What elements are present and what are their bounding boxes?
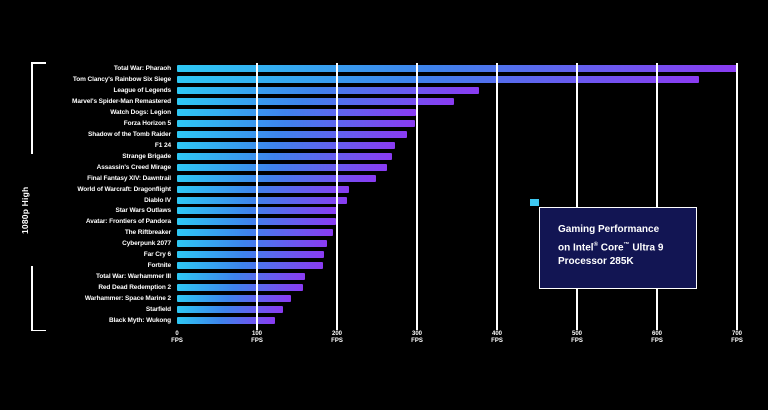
bar [177, 185, 349, 193]
bar-label: Avatar: Frontiers of Pandora [85, 218, 171, 226]
gridline [736, 63, 738, 330]
gridline [256, 63, 258, 330]
bar-label: Assassin's Creed Mirage [96, 163, 172, 171]
bar-label: Diablo IV [144, 196, 171, 204]
bar-label: Final Fantasy XIV: Dawntrail [87, 174, 171, 182]
bar [177, 163, 388, 171]
bar [177, 108, 417, 116]
bar-label: Warhammer: Space Marine 2 [84, 295, 171, 303]
x-axis-tick-label: 600 FPS [651, 331, 663, 344]
bar [177, 97, 454, 105]
x-axis-tick-label: 200 FPS [331, 331, 343, 344]
legend-swatch [530, 199, 539, 206]
x-axis-tick-label: 300 FPS [411, 331, 423, 344]
bar-label: Fortnite [147, 262, 172, 270]
gridline [416, 63, 418, 330]
x-axis-tick-label: 100 FPS [251, 331, 263, 344]
bar-label: Watch Dogs: Legion [110, 108, 171, 116]
bar [177, 196, 347, 204]
bar [177, 240, 328, 248]
bar [177, 152, 393, 160]
bar [177, 75, 700, 83]
bar [177, 273, 305, 281]
x-axis-tick-label: 400 FPS [491, 331, 503, 344]
bar [177, 174, 377, 182]
bracket-top-line [31, 62, 33, 154]
bar-label: Cyberpunk 2077 [122, 240, 171, 248]
bar [177, 295, 292, 303]
bar [177, 284, 303, 292]
bar-label: World of Warcraft: Dragonflight [77, 185, 171, 193]
trademark-mark: ™ [623, 241, 630, 248]
bar [177, 65, 737, 72]
bar [177, 251, 325, 259]
bar-label: The Riftbreaker [124, 229, 171, 237]
bar-label: Forza Horizon 5 [123, 119, 171, 127]
bracket-bottom-line [31, 266, 33, 331]
bar [177, 86, 480, 94]
legend-line-2: on Intel® Core™ Ultra 9 [558, 241, 664, 253]
legend-line-1: Gaming Performance [558, 224, 660, 235]
bar-label: Tom Clancy's Rainbow Six Siege [72, 75, 171, 83]
bar-label: Total War: Warhammer III [95, 273, 171, 281]
gridline [576, 63, 578, 330]
legend-line-3: Processor 285K [558, 256, 634, 268]
bracket-bottom-arm [31, 329, 46, 331]
bar [177, 306, 284, 314]
bar-label: League of Legends [113, 86, 171, 94]
bar-label: Shadow of the Tomb Raider [88, 130, 171, 138]
bar-label: Far Cry 6 [143, 251, 171, 259]
registered-mark: ® [593, 241, 598, 248]
bar-label: F1 24 [154, 141, 171, 149]
bar-label: Starfield [145, 306, 171, 314]
bar [177, 262, 323, 270]
bar-label: Star Wars Outlaws [115, 207, 172, 215]
bar [177, 141, 396, 149]
bar [177, 119, 415, 127]
bracket-top-arm [31, 62, 46, 64]
bar [177, 130, 407, 138]
bar-label: Total War: Pharaoh [113, 65, 171, 72]
bar [177, 229, 333, 237]
bar-label: Strange Brigade [122, 152, 171, 160]
bar-label: Marvel's Spider-Man Remastered [72, 97, 171, 105]
x-axis-tick-label: 700 FPS [731, 331, 743, 344]
gridline [336, 63, 338, 330]
gridline [496, 63, 498, 330]
legend-box: Gaming Performance on Intel® Core™ Ultra… [539, 207, 697, 289]
x-axis-tick-label: 0 FPS [171, 331, 183, 344]
bar [177, 317, 275, 325]
gridline [656, 63, 658, 330]
bar-label: Black Myth: Wukong [108, 317, 171, 325]
bar-label: Red Dead Redemption 2 [98, 284, 171, 292]
x-axis-tick-label: 500 FPS [571, 331, 583, 344]
